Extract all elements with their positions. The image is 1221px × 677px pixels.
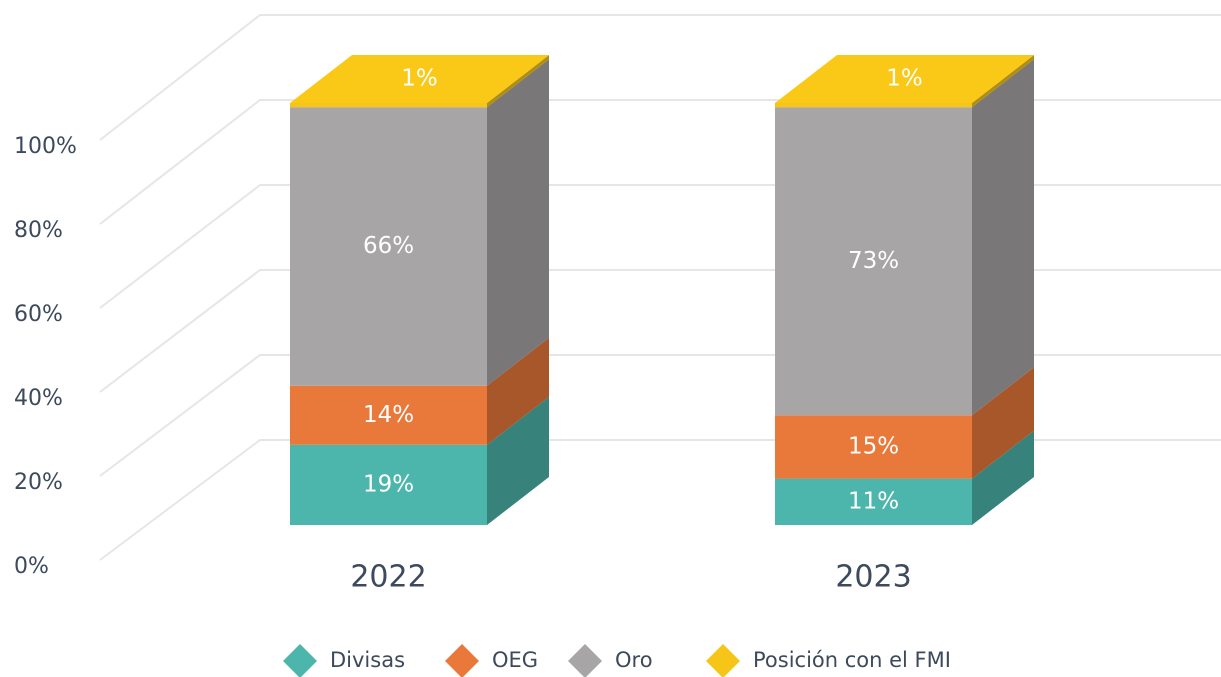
bar-side [972, 430, 1034, 525]
y-tick-label: 20% [14, 470, 63, 495]
data-label: 73% [848, 248, 899, 274]
bar-side [972, 367, 1034, 479]
y-tick-label: 60% [14, 302, 63, 327]
grid-line [99, 439, 1221, 561]
grid-line [99, 14, 1221, 141]
grid-line [99, 99, 1221, 225]
bar-side [972, 59, 1034, 416]
bar-segment [290, 103, 487, 108]
legend-label: Posición con el FMI [753, 648, 951, 672]
y-tick-label: 40% [14, 386, 63, 411]
data-label: 66% [363, 233, 414, 259]
data-label: 14% [363, 402, 414, 428]
data-label: 1% [401, 66, 438, 92]
bar-segment [290, 107, 487, 386]
data-label: 11% [848, 488, 899, 514]
bar-segment [775, 478, 972, 525]
legend-marker [445, 644, 479, 677]
data-label: 19% [363, 471, 414, 497]
legend-marker [283, 644, 317, 677]
legend-marker [568, 644, 602, 677]
bar-segment [775, 415, 972, 479]
bar-top [290, 55, 549, 103]
y-tick-label: 80% [14, 218, 63, 243]
legend-marker [706, 644, 740, 677]
bar-segment [290, 444, 487, 525]
bar-side [487, 337, 549, 445]
grid-line [99, 269, 1221, 393]
bar-side [487, 396, 549, 525]
data-label: 1% [886, 66, 923, 92]
y-tick-label: 100% [14, 134, 77, 159]
bar-segment [290, 385, 487, 445]
bar-side [487, 55, 549, 108]
bar-segment [775, 103, 972, 108]
legend-label: Divisas [330, 648, 405, 672]
legend-label: OEG [492, 648, 538, 672]
bar-side [972, 55, 1034, 108]
bar-segment [775, 107, 972, 416]
bar-side [487, 59, 549, 386]
legend-label: Oro [615, 648, 653, 672]
y-tick-label: 0% [14, 554, 49, 579]
grid-line [99, 354, 1221, 477]
x-tick-label: 2022 [350, 560, 426, 595]
bar-top [775, 55, 1034, 103]
grid-line [99, 184, 1221, 309]
x-tick-label: 2023 [835, 560, 911, 595]
data-label: 15% [848, 433, 899, 459]
